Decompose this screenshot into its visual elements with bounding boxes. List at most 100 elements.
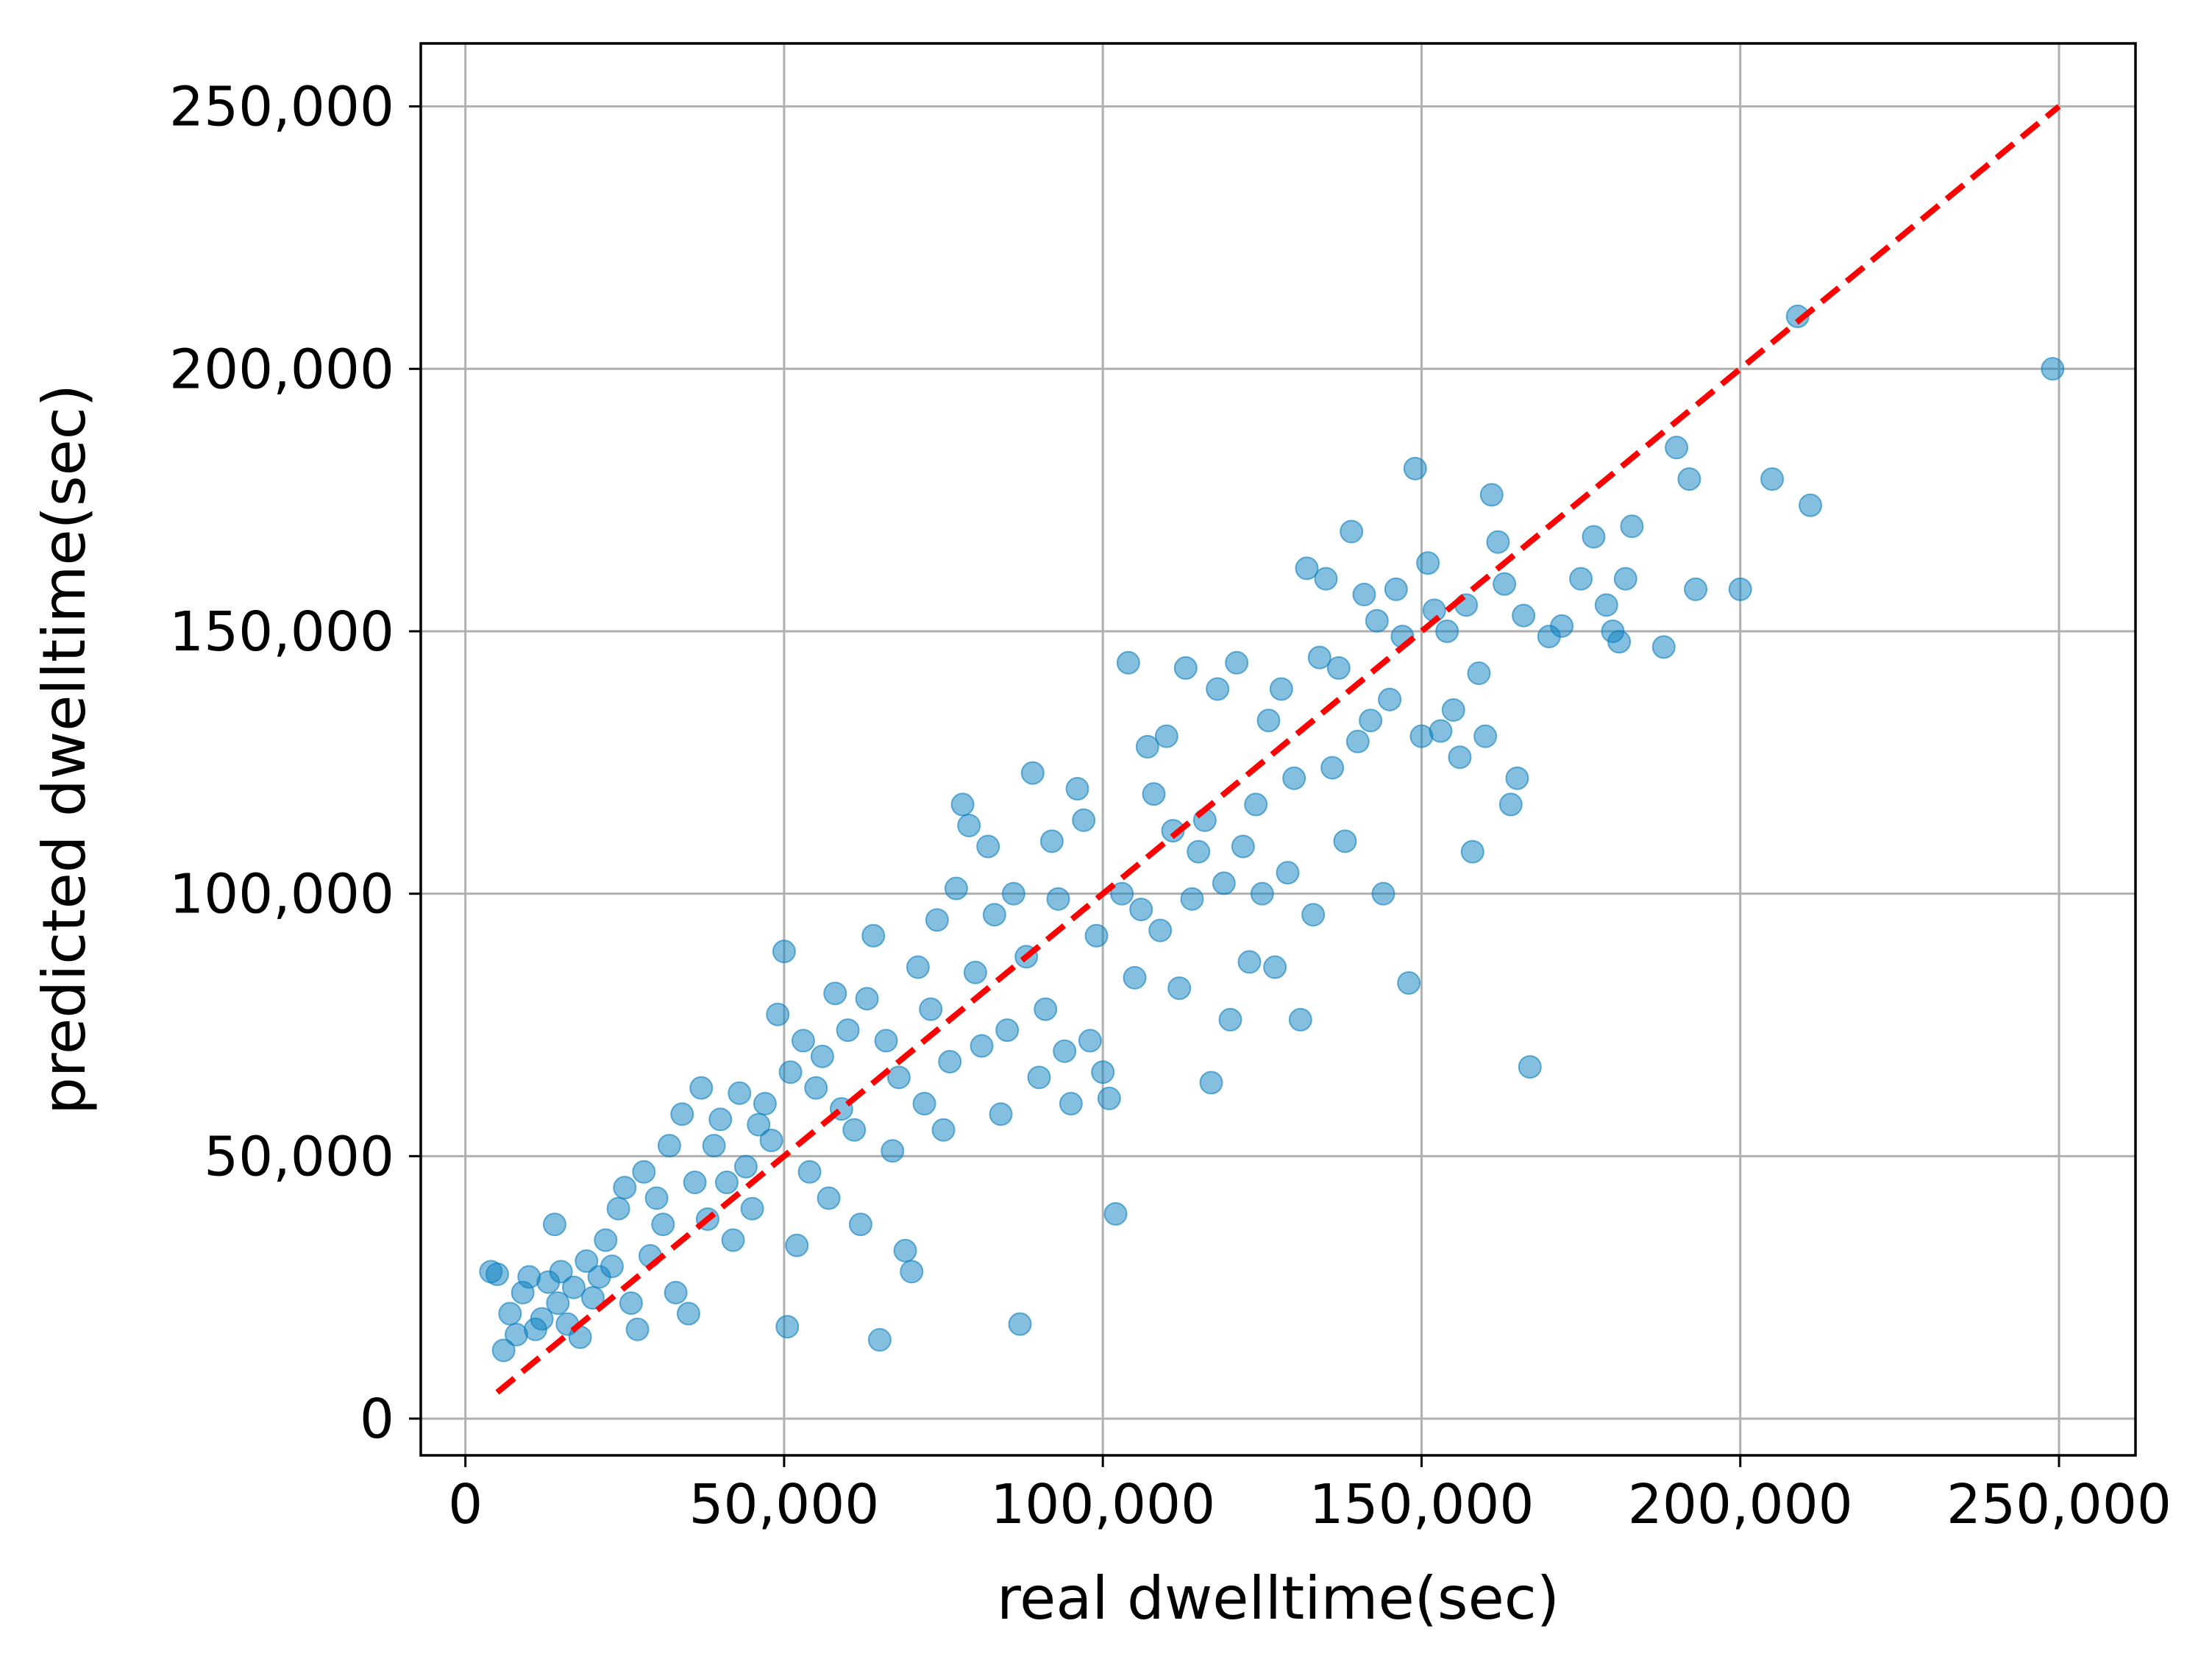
data-point	[1371, 881, 1395, 906]
data-point	[683, 1171, 707, 1195]
data-point	[1173, 656, 1198, 680]
data-point	[867, 1328, 892, 1352]
data-point	[1479, 483, 1504, 507]
data-point	[1416, 551, 1440, 575]
data-point	[1008, 1312, 1032, 1336]
data-point	[1129, 898, 1153, 922]
data-points	[479, 304, 2065, 1363]
data-point	[982, 903, 1006, 927]
data-point	[625, 1317, 650, 1341]
data-point	[651, 1213, 675, 1237]
data-point	[1039, 829, 1064, 853]
x-tick-labels: 0 50,000 100,000 150,000 200,000 250,000	[448, 1473, 2172, 1536]
data-point	[1403, 456, 1427, 480]
data-point	[1053, 1039, 1077, 1063]
data-point	[1218, 1007, 1242, 1032]
x-tick-label: 50,000	[689, 1473, 879, 1536]
data-point	[1231, 834, 1255, 859]
data-point	[664, 1280, 688, 1305]
data-point	[848, 1213, 872, 1237]
data-point	[1135, 734, 1159, 759]
data-point	[775, 1315, 800, 1339]
data-point	[1084, 923, 1109, 948]
data-point	[485, 1262, 509, 1286]
data-point	[1250, 881, 1274, 906]
y-tick-label: 100,000	[169, 863, 394, 926]
data-point	[600, 1254, 624, 1279]
reference-line	[495, 104, 2061, 1395]
data-point	[1212, 871, 1236, 895]
data-point	[1429, 719, 1453, 743]
data-point	[1167, 976, 1192, 1001]
data-point	[1620, 514, 1644, 539]
data-point	[1199, 1071, 1223, 1095]
data-point	[1435, 619, 1459, 643]
data-point	[842, 1118, 867, 1142]
data-point	[925, 908, 949, 932]
data-point	[1569, 567, 1593, 591]
data-point	[714, 1171, 739, 1195]
data-point	[1237, 950, 1262, 974]
data-point	[1799, 493, 1823, 517]
data-point	[2041, 357, 2065, 381]
data-point	[632, 1160, 656, 1184]
y-tick-labels: 0 50,000 100,000 150,000 200,000 250,000	[169, 76, 394, 1451]
data-point	[1651, 635, 1676, 659]
data-point	[1448, 745, 1472, 770]
data-point	[1512, 603, 1536, 628]
data-point	[530, 1307, 554, 1331]
data-point	[919, 997, 943, 1021]
data-point	[1326, 656, 1351, 680]
y-axis-label: predicted dwelltime(sec)	[30, 384, 99, 1115]
data-point	[1607, 630, 1632, 654]
data-point	[1460, 840, 1484, 864]
data-point	[1550, 614, 1574, 638]
data-point	[874, 1029, 898, 1053]
data-point	[1091, 1060, 1115, 1085]
data-point	[1493, 572, 1517, 596]
data-point	[747, 1112, 771, 1137]
plot-frame	[419, 42, 2137, 1457]
data-point	[1154, 724, 1178, 748]
data-point	[1059, 1092, 1083, 1116]
x-tick-label: 0	[448, 1473, 483, 1536]
data-point	[1345, 729, 1370, 753]
data-point	[676, 1302, 700, 1326]
data-point	[1046, 887, 1070, 911]
data-point	[613, 1176, 637, 1200]
data-point	[1498, 792, 1523, 817]
x-axis-label: real dwelltime(sec)	[997, 1564, 1560, 1633]
grid-lines	[421, 43, 2135, 1455]
data-point	[791, 1029, 815, 1053]
data-point	[1269, 677, 1293, 701]
x-tick-label: 200,000	[1628, 1473, 1853, 1536]
data-point	[1225, 650, 1249, 675]
data-point	[1594, 593, 1618, 617]
data-point	[728, 1081, 752, 1105]
data-point	[931, 1118, 956, 1142]
data-point	[1116, 650, 1140, 675]
data-point	[1263, 955, 1287, 979]
tick-marks	[409, 105, 2060, 1467]
data-point	[938, 1049, 962, 1073]
data-point	[1244, 792, 1268, 817]
data-point	[670, 1102, 694, 1126]
data-point	[823, 982, 847, 1006]
data-point	[1123, 965, 1147, 990]
data-point	[1352, 583, 1376, 607]
data-point	[1034, 997, 1058, 1021]
data-point	[976, 834, 1000, 859]
data-point	[1065, 777, 1089, 801]
data-point	[1441, 698, 1465, 722]
data-point	[1384, 577, 1408, 601]
data-point	[1276, 861, 1300, 885]
data-point	[1206, 677, 1230, 701]
data-point	[657, 1134, 681, 1158]
data-point	[733, 1154, 758, 1179]
data-point	[855, 987, 879, 1011]
data-point	[575, 1249, 599, 1274]
data-point	[1161, 819, 1185, 843]
data-point	[1486, 530, 1510, 554]
data-point	[1785, 304, 1810, 328]
data-point	[772, 940, 796, 964]
